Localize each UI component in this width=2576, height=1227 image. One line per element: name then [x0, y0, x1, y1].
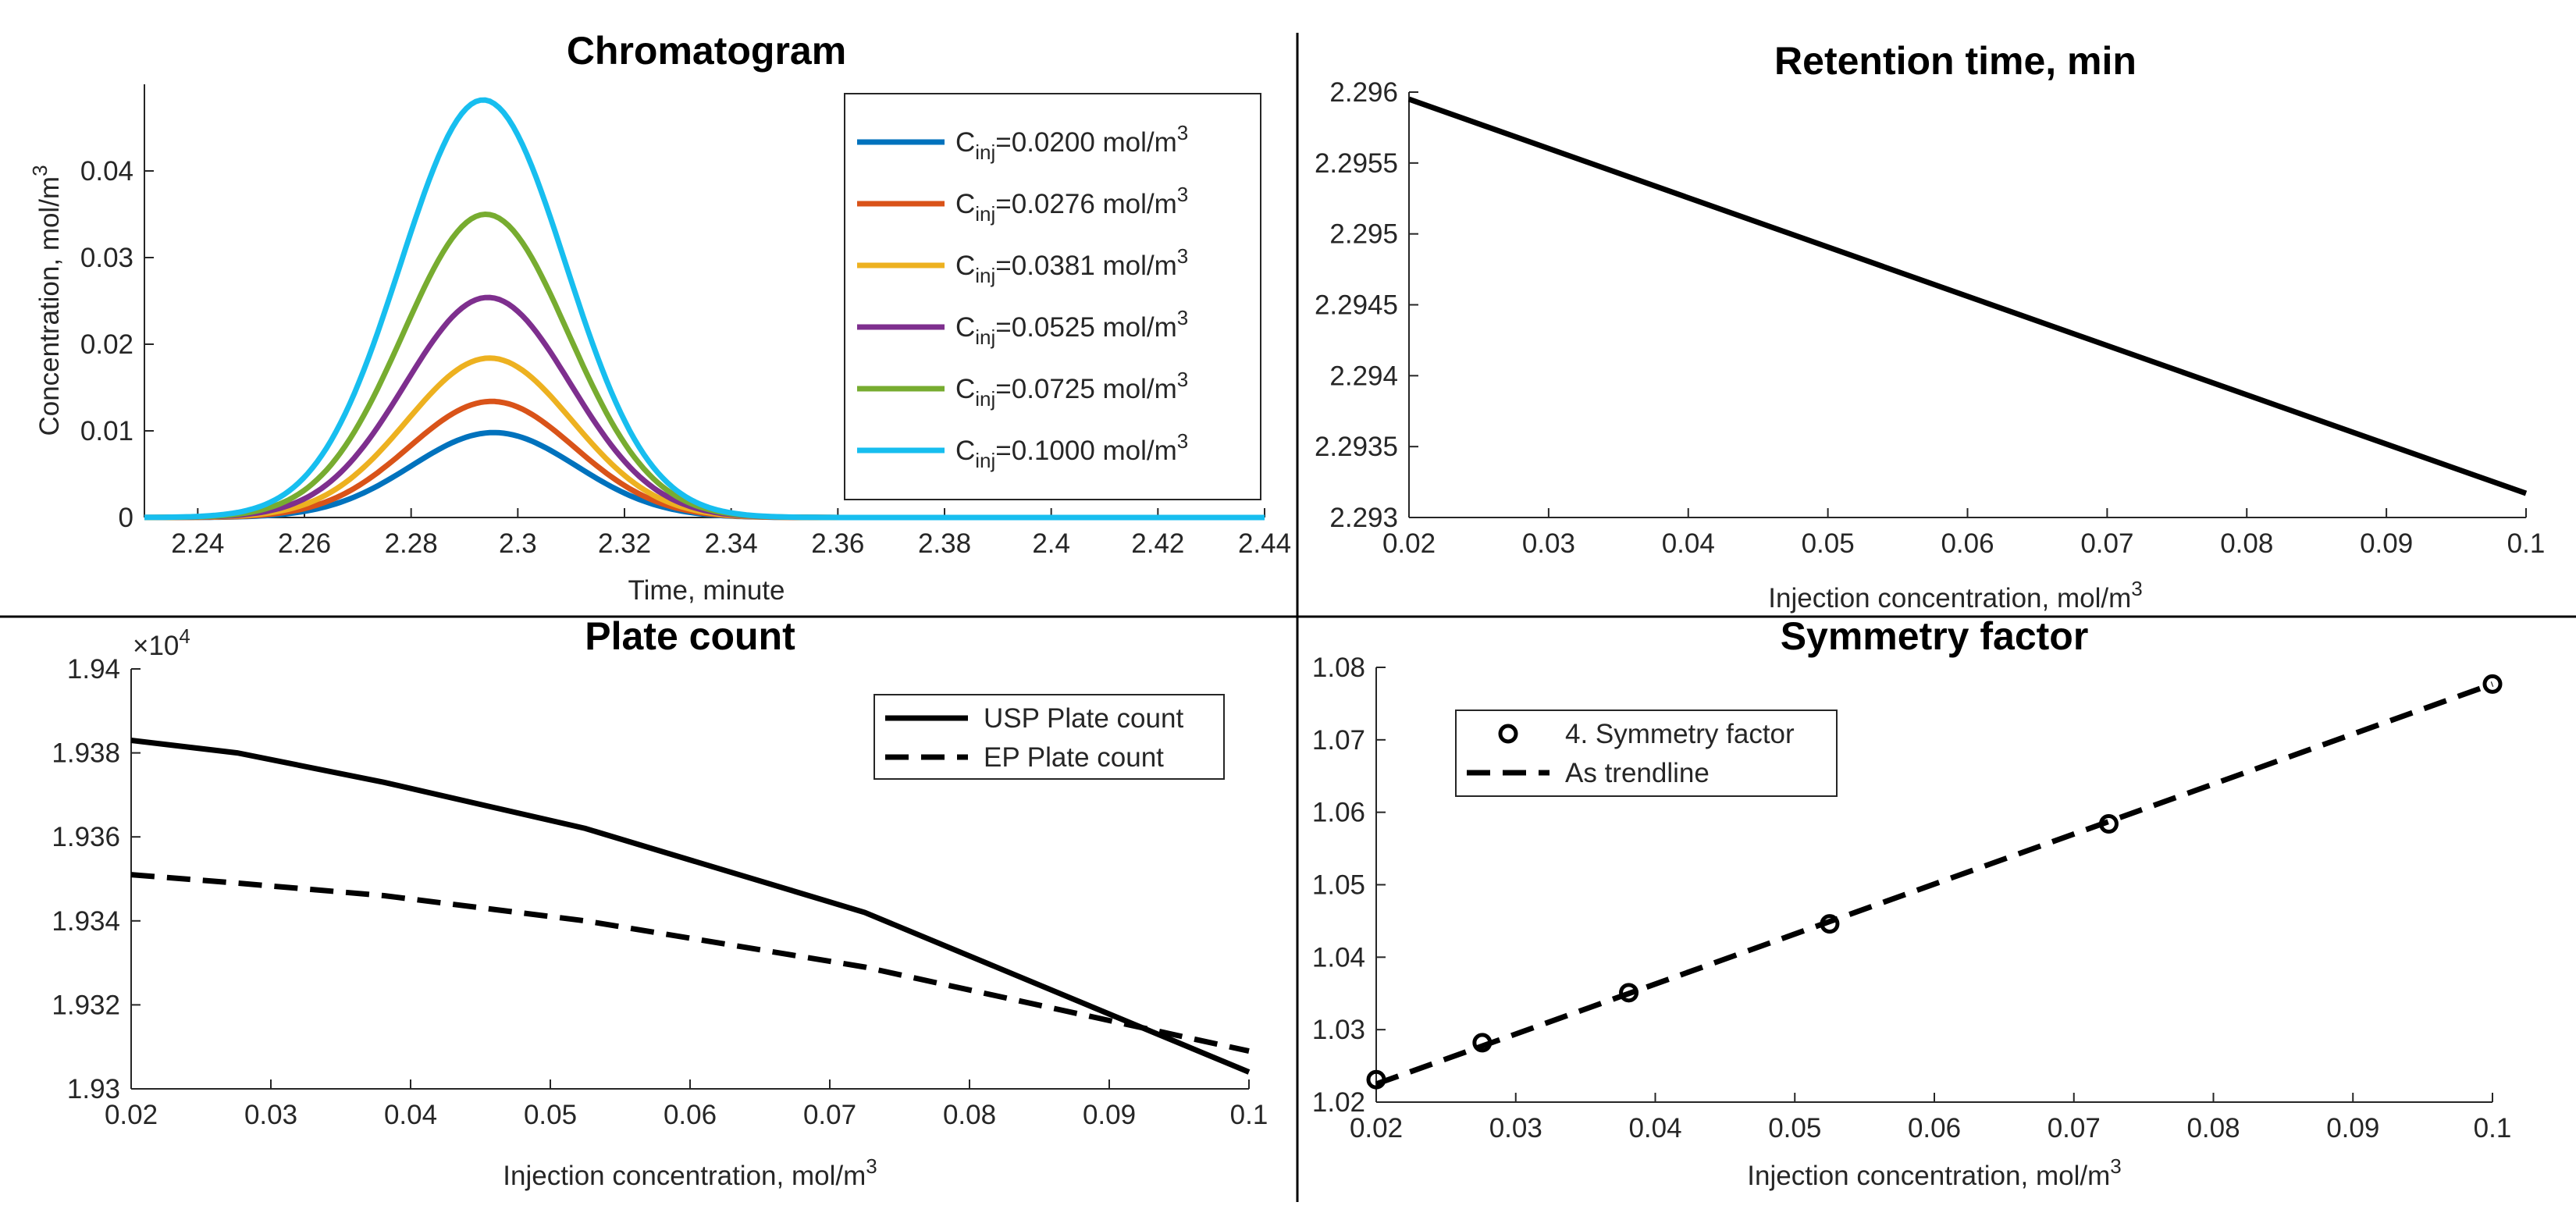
- x-axis-label: Injection concentration, mol/m3: [1747, 1154, 2121, 1191]
- plate-count-panel: 0.02 0.03 0.04 0.05 0.06 0.07 0.08 0.09 0.1 1.93 1…: [52, 614, 1268, 1191]
- legend-swatch-0: [1498, 724, 1518, 744]
- legend-label-1: Cinj=0.0276 mol/m3: [955, 183, 1188, 226]
- data-point: [2482, 674, 2503, 694]
- x-axis-label: Time, minute: [628, 575, 785, 606]
- series-line-5: [144, 97, 1265, 521]
- x-tick-label: 2.26: [278, 528, 331, 559]
- y-tick-label: 0.02: [80, 329, 133, 360]
- x-tick-label: 0.05: [1768, 1113, 1821, 1143]
- x-axis-label: Injection concentration, mol/m3: [503, 1154, 877, 1191]
- x-tick-label: 0.05: [524, 1100, 577, 1130]
- y-tick-label: 1.936: [52, 822, 120, 852]
- x-tick-label: 0.04: [1662, 528, 1715, 559]
- y-tick-label: 1.934: [52, 906, 120, 937]
- y-axis-label: Concentration, mol/m3: [28, 165, 65, 436]
- legend-label-3: Cinj=0.0525 mol/m3: [955, 306, 1188, 349]
- x-tick-label: 0.09: [2326, 1113, 2379, 1143]
- x-tick-label: 0.07: [803, 1100, 856, 1130]
- y-tick-label: 1.07: [1312, 725, 1365, 756]
- legend-label-4: Cinj=0.0725 mol/m3: [955, 368, 1188, 411]
- x-tick-label: 0.06: [664, 1100, 717, 1130]
- x-tick-label: 0.04: [384, 1100, 437, 1130]
- y-tick-label: 1.05: [1312, 870, 1365, 901]
- x-tick-label: 0.02: [105, 1100, 158, 1130]
- chart-title: Plate count: [585, 614, 795, 658]
- legend-label-5: Cinj=0.1000 mol/m3: [955, 429, 1188, 472]
- legend-label-1: EP Plate count: [984, 742, 1164, 773]
- x-tick-label: 0.03: [1489, 1113, 1542, 1143]
- x-tick-label: 0.1: [2507, 528, 2546, 559]
- x-tick-label: 0.06: [1941, 528, 1994, 559]
- series-line-1: [130, 872, 1250, 1055]
- x-tick-label: 2.34: [705, 528, 758, 559]
- x-tick-label: 0.08: [2220, 528, 2273, 559]
- legend-label-0: 4. Symmetry factor: [1565, 719, 1795, 749]
- y-tick-label: 2.296: [1329, 77, 1398, 108]
- legend-label-0: USP Plate count: [984, 703, 1183, 734]
- y-tick-label: 0.03: [80, 243, 133, 273]
- chart-title: Retention time, min: [1774, 39, 2137, 83]
- y-tick-label: 0: [119, 503, 133, 533]
- x-tick-label: 0.1: [2474, 1113, 2512, 1143]
- x-tick-label: 0.03: [244, 1100, 297, 1130]
- x-tick-label: 0.05: [1802, 528, 1855, 559]
- y-tick-label: 2.2945: [1315, 290, 1398, 321]
- x-tick-label: 0.03: [1522, 528, 1575, 559]
- y-tick-label: 2.293: [1329, 503, 1398, 533]
- y-tick-label: 1.94: [67, 654, 120, 685]
- x-tick-label: 2.24: [171, 528, 224, 559]
- x-tick-label: 0.04: [1628, 1113, 1681, 1143]
- x-tick-label: 2.36: [811, 528, 864, 559]
- data-point: [1619, 983, 1639, 1003]
- x-tick-label: 0.1: [1230, 1100, 1268, 1130]
- y-axis-multiplier: ×104: [133, 624, 190, 661]
- chart-title: Symmetry factor: [1781, 614, 2089, 658]
- series-line-1: [1375, 681, 2494, 1087]
- y-tick-label: 0.04: [80, 156, 133, 187]
- y-tick-label: 1.08: [1312, 653, 1365, 683]
- y-tick-label: 2.295: [1329, 219, 1398, 250]
- y-tick-label: 1.04: [1312, 942, 1365, 973]
- y-tick-label: 0.01: [80, 416, 133, 446]
- y-tick-label: 1.03: [1312, 1015, 1365, 1045]
- x-tick-label: 0.02: [1350, 1113, 1403, 1143]
- legend-box: [873, 694, 1225, 780]
- y-tick-label: 1.02: [1312, 1087, 1365, 1118]
- x-tick-label: 0.07: [2080, 528, 2133, 559]
- chart-title: Chromatogram: [567, 29, 846, 73]
- legend-label-1: As trendline: [1565, 758, 1710, 788]
- y-tick-label: 1.938: [52, 738, 120, 769]
- y-tick-label: 2.2955: [1315, 148, 1398, 179]
- legend-box: [1455, 710, 1838, 797]
- series-line-0: [130, 738, 1251, 1075]
- x-tick-label: 2.42: [1131, 528, 1184, 559]
- chromatogram-panel: 2.24 2.26 2.28 2.3 2.32 2.34 2.36 2.38 2.4 2.42 2.…: [28, 29, 1291, 606]
- x-tick-label: 2.38: [918, 528, 971, 559]
- x-tick-label: 2.28: [385, 528, 438, 559]
- x-tick-label: 2.44: [1238, 528, 1291, 559]
- x-tick-label: 0.07: [2048, 1113, 2101, 1143]
- x-tick-label: 0.09: [2360, 528, 2413, 559]
- legend-label-0: Cinj=0.0200 mol/m3: [955, 121, 1188, 164]
- retention-time-panel: 0.02 0.03 0.04 0.05 0.06 0.07 0.08 0.09 0.1 2.293…: [1315, 39, 2545, 614]
- x-axis-label: Injection concentration, mol/m3: [1768, 577, 2142, 614]
- x-tick-label: 0.09: [1083, 1100, 1136, 1130]
- y-tick-label: 2.2935: [1315, 432, 1398, 462]
- x-tick-label: 0.02: [1382, 528, 1436, 559]
- x-tick-label: 0.08: [943, 1100, 996, 1130]
- x-tick-label: 2.4: [1032, 528, 1070, 559]
- y-tick-label: 1.93: [67, 1074, 120, 1104]
- legend-box: [844, 93, 1261, 500]
- y-tick-label: 1.932: [52, 990, 120, 1020]
- y-tick-label: 2.294: [1329, 361, 1398, 391]
- x-tick-label: 2.32: [598, 528, 651, 559]
- series-line-0: [1407, 96, 2528, 496]
- legend-label-2: Cinj=0.0381 mol/m3: [955, 244, 1188, 287]
- symmetry-factor-panel: 0.02 0.03 0.04 0.05 0.06 0.07 0.08 0.09 0.1 1.02 1…: [1312, 614, 2511, 1191]
- x-tick-label: 0.08: [2186, 1113, 2240, 1143]
- y-tick-label: 1.06: [1312, 798, 1365, 828]
- x-tick-label: 0.06: [1908, 1113, 1961, 1143]
- x-tick-label: 2.3: [499, 528, 537, 559]
